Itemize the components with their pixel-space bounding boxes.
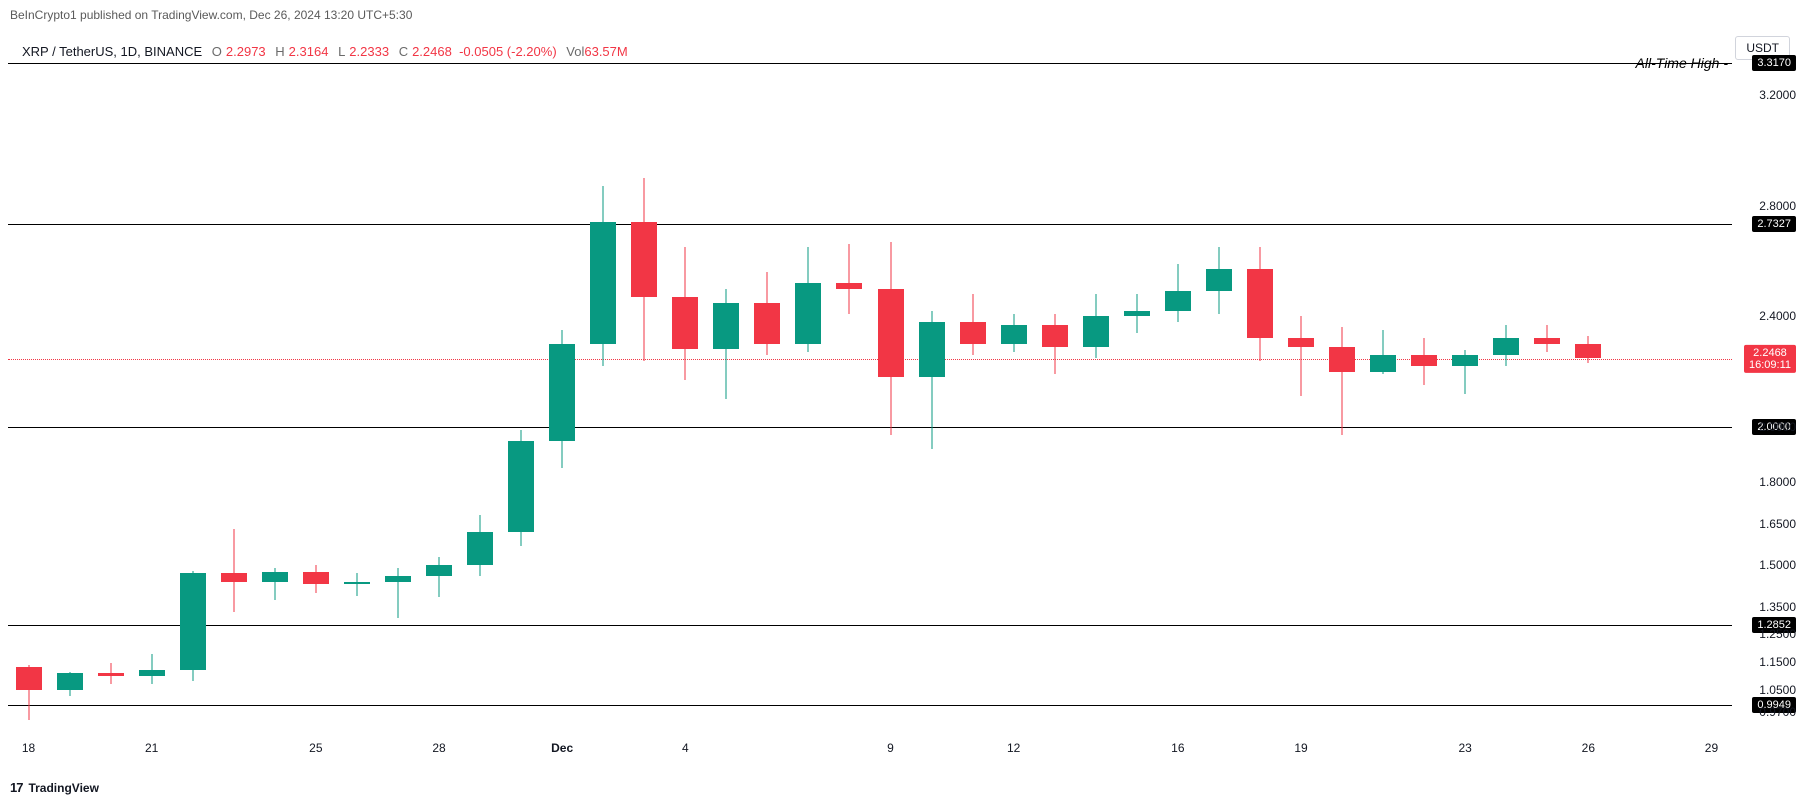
yaxis-tick: 0.9700 [1759, 705, 1796, 719]
candle [57, 62, 83, 731]
pair-name: XRP / TetherUS, 1D, BINANCE [22, 44, 202, 59]
ohlc-open-value: 2.2973 [226, 44, 266, 59]
yaxis-tick: 1.8000 [1759, 475, 1796, 489]
candle [344, 62, 370, 731]
candle [508, 62, 534, 731]
yaxis-tick: 2.8000 [1759, 199, 1796, 213]
yaxis-tick: 1.6500 [1759, 517, 1796, 531]
yaxis-tick: 1.0500 [1759, 683, 1796, 697]
candle [1124, 62, 1150, 731]
volume-label: Vol [566, 44, 584, 59]
candle [631, 62, 657, 731]
candle [1575, 62, 1601, 731]
candlestick-chart[interactable]: 3.3170All-Time High -2.73272.00001.28520… [8, 62, 1732, 731]
candle [1370, 62, 1396, 731]
candle [303, 62, 329, 731]
xaxis-tick: 12 [1007, 741, 1020, 755]
xaxis-tick: Dec [551, 741, 573, 755]
candle [1083, 62, 1109, 731]
xaxis-tick: 21 [145, 741, 158, 755]
ohlc-high-value: 2.3164 [289, 44, 329, 59]
xaxis-tick: 26 [1582, 741, 1595, 755]
candle [1452, 62, 1478, 731]
pair-ohlc-line: XRP / TetherUS, 1D, BINANCE O 2.2973 H 2.3… [22, 44, 628, 59]
candle [180, 62, 206, 731]
all-time-high-label: All-Time High - [1636, 55, 1728, 71]
candle [795, 62, 821, 731]
xaxis-tick: 29 [1705, 741, 1718, 755]
candle [1534, 62, 1560, 731]
volume-value: 63.57M [584, 44, 627, 59]
publisher-bar: BeInCrypto1 published on TradingView.com… [10, 8, 412, 22]
tradingview-footer: 17 TradingView [10, 780, 99, 795]
chart-root: BeInCrypto1 published on TradingView.com… [0, 0, 1804, 803]
candle [878, 62, 904, 731]
candle [672, 62, 698, 731]
ohlc-low-value: 2.2333 [349, 44, 389, 59]
tradingview-logo-icon: 17 [10, 780, 22, 795]
yaxis-tick: 3.2000 [1759, 88, 1796, 102]
candle [262, 62, 288, 731]
tradingview-footer-text: TradingView [28, 781, 98, 795]
yaxis-tick: 1.3500 [1759, 600, 1796, 614]
candle [1247, 62, 1273, 731]
candle [16, 62, 42, 731]
xaxis-tick: 25 [309, 741, 322, 755]
candle [221, 62, 247, 731]
candle [836, 62, 862, 731]
xaxis-tick: 19 [1294, 741, 1307, 755]
candle [590, 62, 616, 731]
candle [713, 62, 739, 731]
candle [385, 62, 411, 731]
candle [754, 62, 780, 731]
ohlc-close-value: 2.2468 [412, 44, 452, 59]
yaxis-tick: 2.4000 [1759, 309, 1796, 323]
candle [549, 62, 575, 731]
ohlc-low-label: L [338, 44, 345, 59]
candle [1206, 62, 1232, 731]
ohlc-close-label: C [399, 44, 408, 59]
ohlc-high-label: H [275, 44, 284, 59]
xaxis-tick: 28 [432, 741, 445, 755]
yaxis-tick: 1.2500 [1759, 627, 1796, 641]
candle [1042, 62, 1068, 731]
ohlc-open-label: O [212, 44, 222, 59]
candle [1329, 62, 1355, 731]
xaxis-tick: 4 [682, 741, 689, 755]
candle [960, 62, 986, 731]
xaxis-tick: 9 [887, 741, 894, 755]
ohlc-change: -0.0505 (-2.20%) [455, 44, 556, 59]
candle [919, 62, 945, 731]
yaxis-tick: 2.0000 [1759, 420, 1796, 434]
candle [98, 62, 124, 731]
candle [1165, 62, 1191, 731]
candle [1493, 62, 1519, 731]
time-axis[interactable]: 18 21 25 28 Dec 4 9 12 16 19 23 26 29 [8, 737, 1732, 765]
yaxis-tick: 1.5000 [1759, 558, 1796, 572]
candle [426, 62, 452, 731]
xaxis-tick: 23 [1459, 741, 1472, 755]
candle [467, 62, 493, 731]
xaxis-tick: 18 [22, 741, 35, 755]
candle [139, 62, 165, 731]
candle [1001, 62, 1027, 731]
price-axis[interactable]: 3.2000 2.8000 2.4000 2.0000 1.8000 1.6500 1.50… [1736, 62, 1796, 731]
xaxis-tick: 16 [1171, 741, 1184, 755]
candle [1411, 62, 1437, 731]
yaxis-tick: 1.1500 [1759, 655, 1796, 669]
candle [1288, 62, 1314, 731]
